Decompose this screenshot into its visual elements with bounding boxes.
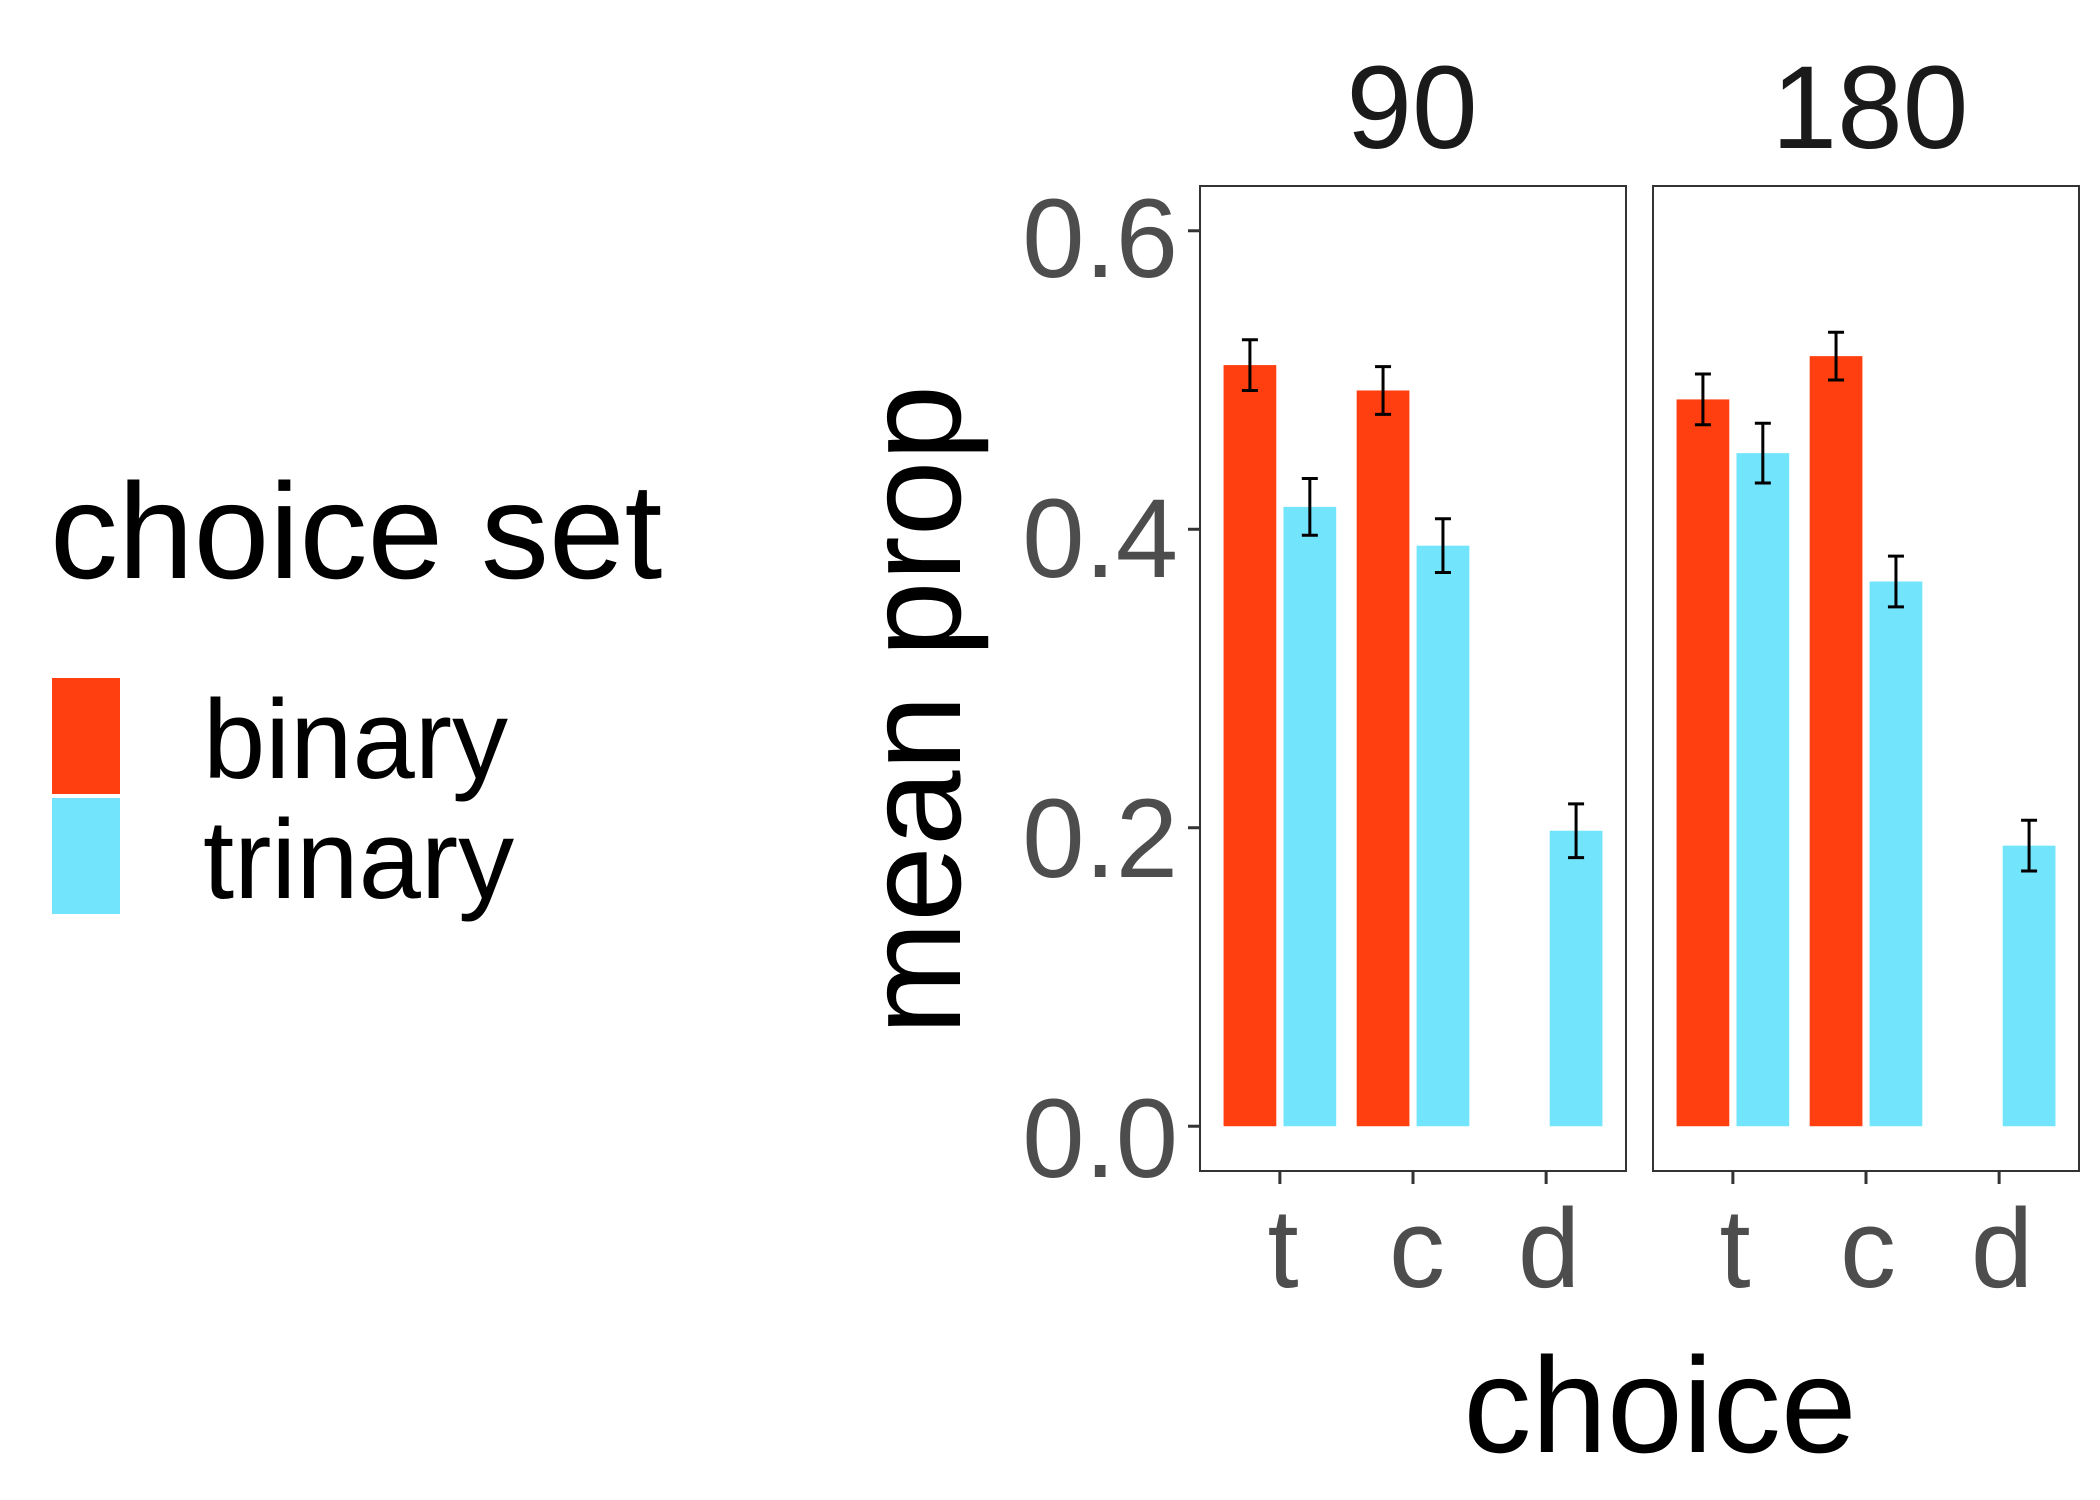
error-bar-90-c-trinary <box>1434 517 1451 575</box>
bar-90-c-binary <box>1356 390 1410 1127</box>
legend-label-binary: binary <box>203 677 508 802</box>
y-tick-label-1: 0.2 <box>1022 776 1178 901</box>
facet-bars-180 <box>1676 330 2056 1127</box>
y-tick-label-2: 0.4 <box>1022 476 1178 601</box>
legend-swatch-trinary <box>52 798 120 914</box>
legend: choice set binary trinary <box>50 455 662 922</box>
legend-swatch-binary <box>52 678 120 794</box>
bar-180-c-binary <box>1809 356 1863 1127</box>
bar-180-c-trinary <box>1869 581 1923 1127</box>
error-bar-180-t-binary <box>1694 372 1711 427</box>
bar-180-d-trinary <box>2002 845 2056 1127</box>
x-tick-label-d-90: d <box>1518 1186 1580 1311</box>
y-tick-label-0: 0.0 <box>1022 1076 1178 1201</box>
facet-panel-90: 90 t c d <box>1199 42 1627 1311</box>
error-bar-180-c-trinary <box>1887 554 1904 609</box>
facet-strip-label-90: 90 <box>1346 42 1477 174</box>
facet-strip-label-180: 180 <box>1772 42 1969 174</box>
bar-90-t-trinary <box>1283 506 1337 1127</box>
legend-label-trinary: trinary <box>203 797 514 922</box>
error-bar-90-t-trinary <box>1301 477 1318 537</box>
error-bar-180-c-binary <box>1828 330 1845 382</box>
x-tick-label-c-90: c <box>1389 1186 1445 1311</box>
x-axis-title: choice <box>1463 1329 1856 1481</box>
x-tick-label-c-180: c <box>1840 1186 1896 1311</box>
error-bar-180-t-trinary <box>1754 421 1771 485</box>
x-tick-label-t-90: t <box>1267 1186 1298 1311</box>
facet-bars-90 <box>1223 338 1603 1127</box>
error-bar-90-c-binary <box>1375 365 1392 416</box>
x-tick-label-d-180: d <box>1971 1186 2033 1311</box>
x-axis-90: t c d <box>1267 1171 1580 1311</box>
bar-180-t-binary <box>1676 399 1730 1127</box>
error-bar-180-d-trinary <box>2021 818 2038 873</box>
bar-180-t-trinary <box>1736 453 1790 1127</box>
bar-90-d-trinary <box>1549 830 1603 1127</box>
bar-90-c-trinary <box>1416 545 1470 1127</box>
y-axis-title: mean prop <box>837 385 989 1035</box>
x-axis-180: t c d <box>1719 1171 2033 1311</box>
facet-panel-180: 180 t c d <box>1652 42 2080 1311</box>
x-tick-label-t-180: t <box>1719 1186 1750 1311</box>
legend-title: choice set <box>50 455 662 607</box>
y-tick-label-3: 0.6 <box>1022 176 1178 301</box>
bar-90-t-binary <box>1223 365 1277 1127</box>
error-bar-90-t-binary <box>1241 338 1258 392</box>
error-bar-90-d-trinary <box>1568 802 1585 860</box>
y-axis: 0.0 0.2 0.4 0.6 <box>1022 176 1200 1201</box>
